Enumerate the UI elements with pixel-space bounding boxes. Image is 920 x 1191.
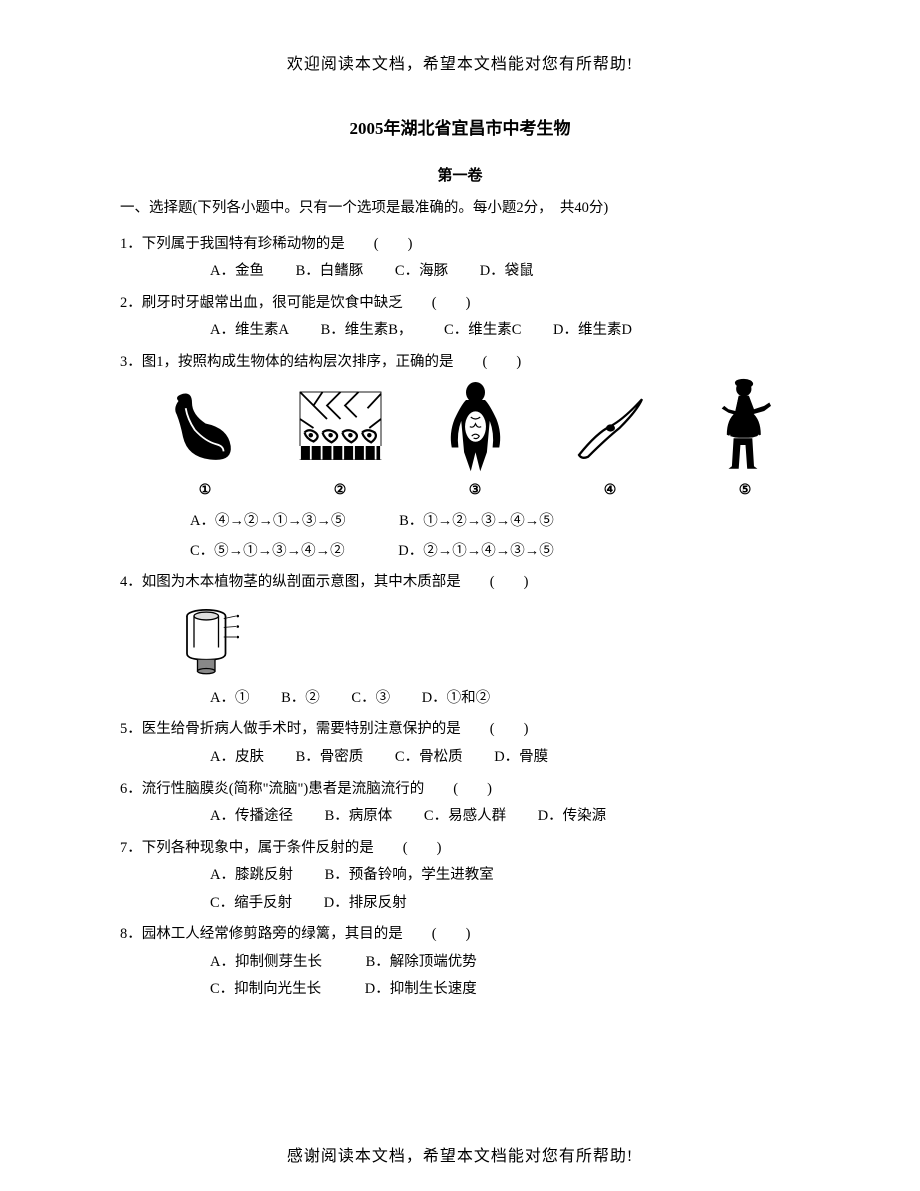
q3-label-3: ③ [469,478,482,505]
q3-opt-d: D．②→①→④→③→⑤ [398,538,553,566]
q5-opt-a: A．皮肤 [210,744,264,772]
q3-label-2: ② [334,478,347,505]
q8-opt-c: C．抑制向光生长 [210,976,321,1004]
q3-opt-a: A．④→②→①→③→⑤ [190,508,345,536]
stem-diagram-icon [180,603,260,683]
body-icon [425,381,525,476]
q3-fig-5: ⑤ [690,381,800,505]
person-icon [695,381,795,476]
cell-icon [560,381,660,476]
q6-opt-a: A．传播途径 [210,803,293,831]
footer-note: 感谢阅读本文档，希望本文档能对您有所帮助! [0,1142,920,1166]
q5-opt-d: D．骨膜 [494,744,548,772]
question-7: 7．下列各种现象中，属于条件反射的是 ( ) A．膝跳反射 B．预备铃响，学生进… [120,835,800,918]
q4-stem: 4．如图为木本植物茎的纵剖面示意图，其中木质部是 ( ) [120,569,800,597]
q3-label-4: ④ [604,478,617,505]
question-5: 5．医生给骨折病人做手术时，需要特别注意保护的是 ( ) A．皮肤 B．骨密质 … [120,716,800,771]
q3-fig-2: ② [285,381,395,505]
q6-opt-b: B．病原体 [325,803,393,831]
q1-opt-c: C．海豚 [395,258,448,286]
q7-opt-a: A．膝跳反射 [210,862,293,890]
q8-stem: 8．园林工人经常修剪路旁的绿篱，其目的是 ( ) [120,921,800,949]
q7-stem: 7．下列各种现象中，属于条件反射的是 ( ) [120,835,800,863]
q3-fig-3: ③ [420,381,530,505]
q8-opt-d: D．抑制生长速度 [365,976,477,1004]
q2-opt-b: B．维生素B， [321,317,413,345]
q3-fig-4: ④ [555,381,665,505]
q3-fig-1: ① [150,381,260,505]
q1-opt-d: D．袋鼠 [480,258,534,286]
q6-opt-d: D．传染源 [538,803,606,831]
q2-opt-d: D．维生素D [553,317,632,345]
q3-opt-c: C．⑤→①→③→④→② [190,538,345,566]
q8-opt-b: B．解除顶端优势 [366,949,477,977]
q1-options: A．金鱼 B．白鳍豚 C．海豚 D．袋鼠 [120,258,800,286]
q2-opt-c: C．维生素C [444,317,521,345]
q5-opt-c: C．骨松质 [395,744,463,772]
q2-stem: 2．刷牙时牙龈常出血，很可能是饮食中缺乏 ( ) [120,290,800,318]
q1-opt-a: A．金鱼 [210,258,264,286]
question-2: 2．刷牙时牙龈常出血，很可能是饮食中缺乏 ( ) A．维生素A B．维生素B， … [120,290,800,345]
q3-label-5: ⑤ [739,478,752,505]
q3-options: A．④→②→①→③→⑤ B．①→②→③→④→⑤ C．⑤→①→③→④→② D．②→… [120,508,800,565]
q3-label-1: ① [199,478,212,505]
q4-options: A．① B．② C．③ D．①和② [120,685,800,713]
q1-opt-b: B．白鳍豚 [296,258,364,286]
tissue-icon [290,381,390,476]
q1-stem: 1．下列属于我国特有珍稀动物的是 ( ) [120,231,800,259]
section-heading: 一、选择题(下列各小题中。只有一个选项是最准确的。每小题2分， 共40分) [120,195,800,223]
q2-opt-a: A．维生素A [210,317,289,345]
doc-subtitle: 第一卷 [120,164,800,185]
q8-options: A．抑制侧芽生长 B．解除顶端优势 C．抑制向光生长 D．抑制生长速度 [120,949,800,1004]
q7-opt-d: D．排尿反射 [324,890,407,918]
q7-options: A．膝跳反射 B．预备铃响，学生进教室 C．缩手反射 D．排尿反射 [120,862,800,917]
q8-opt-a: A．抑制侧芽生长 [210,949,322,977]
question-1: 1．下列属于我国特有珍稀动物的是 ( ) A．金鱼 B．白鳍豚 C．海豚 D．袋… [120,231,800,286]
q5-opt-b: B．骨密质 [296,744,364,772]
q4-opt-c: C．③ [351,685,390,713]
q2-options: A．维生素A B．维生素B， C．维生素C D．维生素D [120,317,800,345]
q4-opt-d: D．①和② [422,685,490,713]
stomach-icon [155,381,255,476]
question-6: 6．流行性脑膜炎(简称"流脑")患者是流脑流行的 ( ) A．传播途径 B．病原… [120,776,800,831]
q6-opt-c: C．易感人群 [424,803,506,831]
q3-figure-row: ① ② [150,384,800,504]
q4-opt-a: A．① [210,685,249,713]
q3-stem: 3．图1，按照构成生物体的结构层次排序，正确的是 ( ) [120,349,800,377]
question-3: 3．图1，按照构成生物体的结构层次排序，正确的是 ( ) ① [120,349,800,566]
q7-opt-b: B．预备铃响，学生进教室 [325,862,494,890]
q4-opt-b: B．② [281,685,320,713]
header-note: 欢迎阅读本文档，希望本文档能对您有所帮助! [120,50,800,74]
q3-opt-b: B．①→②→③→④→⑤ [399,508,554,536]
q7-opt-c: C．缩手反射 [210,890,292,918]
q6-options: A．传播途径 B．病原体 C．易感人群 D．传染源 [120,803,800,831]
q5-options: A．皮肤 B．骨密质 C．骨松质 D．骨膜 [120,744,800,772]
question-4: 4．如图为木本植物茎的纵剖面示意图，其中木质部是 ( ) A．① B．② C．③… [120,569,800,712]
question-8: 8．园林工人经常修剪路旁的绿篱，其目的是 ( ) A．抑制侧芽生长 B．解除顶端… [120,921,800,1004]
q6-stem: 6．流行性脑膜炎(简称"流脑")患者是流脑流行的 ( ) [120,776,800,804]
q5-stem: 5．医生给骨折病人做手术时，需要特别注意保护的是 ( ) [120,716,800,744]
doc-title: 2005年湖北省宜昌市中考生物 [120,114,800,139]
